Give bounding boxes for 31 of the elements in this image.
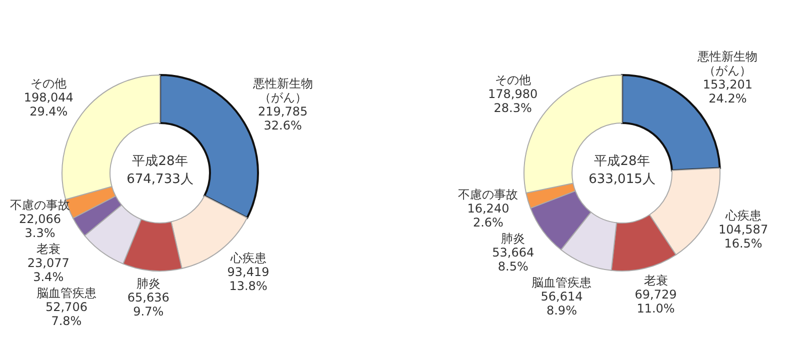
slice-label: 心疾患 [724, 208, 762, 222]
slice-label: 不慮の事故 [458, 187, 518, 202]
data-label: 56,614 8.9% [540, 289, 583, 318]
data-label: 23,077 3.4% [27, 256, 70, 284]
data-label: 65,636 9.7% [127, 290, 170, 319]
slice-label: 心疾患 [229, 250, 266, 265]
slice-label: 脳血管疾患 [532, 275, 592, 290]
data-label: 219,785 32.6% [258, 104, 308, 132]
slice-label: 老衰 [644, 274, 668, 288]
slice-label: 脳血管疾患 [36, 286, 96, 300]
data-label: 178,980 28.3% [488, 87, 538, 116]
slice-label: 悪性新生物（がん） [252, 76, 313, 104]
data-label: 69,729 11.0% [634, 288, 677, 316]
slice-label: 悪性新生物（がん） [696, 49, 758, 78]
text: 633,015人 [588, 171, 656, 189]
data-label: 104,587 16.5% [718, 222, 768, 250]
text: 674,733人 [126, 171, 194, 189]
data-label: 52,706 7.8% [45, 300, 88, 328]
data-label: 93,419 13.8% [227, 264, 270, 293]
data-label: 16,240 2.6% [467, 201, 510, 230]
slice-label: 肺炎 [136, 276, 160, 291]
slice-label: 老衰 [36, 242, 60, 256]
slice-label: その他 [494, 73, 531, 88]
data-label: 153,201 24.2% [702, 77, 752, 106]
text: 平成28年 [593, 153, 651, 171]
data-label: 198,044 29.4% [24, 90, 74, 118]
slice-label: その他 [30, 76, 67, 90]
data-label: 53,664 8.5% [492, 245, 534, 274]
slice-label: 肺炎 [501, 231, 526, 246]
data-label: 22,066 3.3% [19, 212, 61, 240]
text: 平成28年 [131, 153, 189, 171]
